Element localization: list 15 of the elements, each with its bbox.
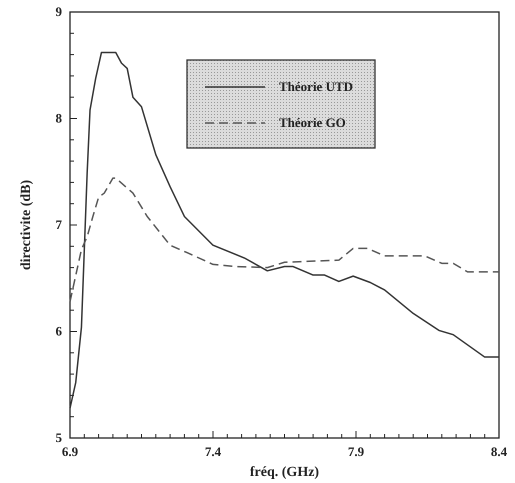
y-tick-label: 7 bbox=[56, 217, 62, 232]
y-axis-title: directivite (dB) bbox=[19, 180, 34, 270]
y-tick-label: 5 bbox=[56, 430, 62, 446]
x-tick-label: 7.4 bbox=[204, 444, 222, 460]
legend-label: Théorie UTD bbox=[279, 79, 354, 94]
x-axis-title: fréq. (GHz) bbox=[250, 465, 320, 480]
y-tick-label: 9 bbox=[56, 4, 62, 20]
line-series bbox=[69, 177, 500, 302]
legend-label: Théorie GO bbox=[279, 115, 346, 130]
y-tick-label: 8 bbox=[56, 110, 62, 126]
x-tick-label: 6.9 bbox=[62, 444, 79, 460]
y-tick-label: 6 bbox=[56, 324, 62, 339]
line-series bbox=[69, 52, 500, 409]
x-tick-label: 8.4 bbox=[490, 444, 508, 460]
x-tick-label: 7.9 bbox=[348, 444, 365, 460]
